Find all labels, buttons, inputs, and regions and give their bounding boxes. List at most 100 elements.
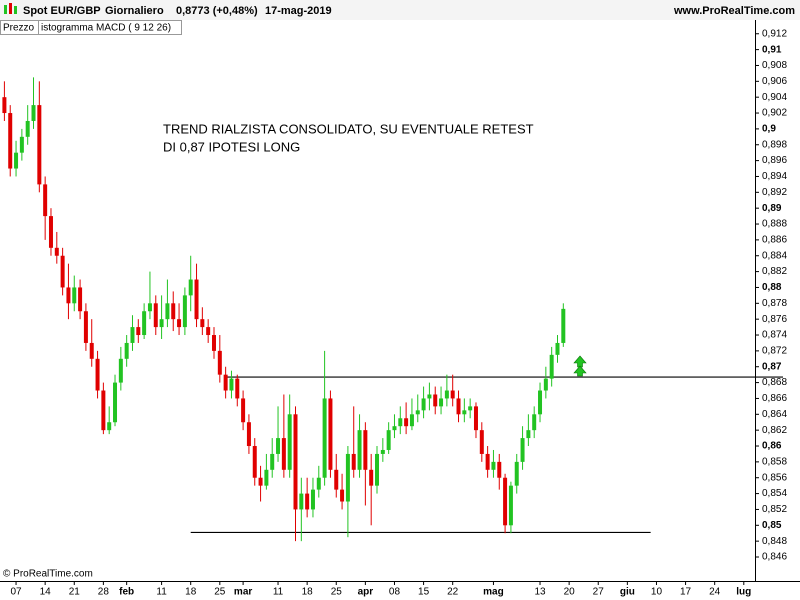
candle-body — [177, 319, 182, 328]
candle-body — [392, 426, 397, 431]
y-tick-label: 0,876 — [762, 314, 787, 325]
tab-label[interactable]: istogramma MACD ( 9 12 26) — [41, 23, 171, 34]
candle-body — [439, 398, 444, 407]
y-tick-label: 0,902 — [762, 108, 787, 119]
candle-body — [147, 303, 152, 312]
period: Giornaliero — [105, 5, 164, 17]
y-tick-label: 0,9 — [762, 124, 776, 135]
candle-body — [89, 342, 94, 359]
x-tick-label: 28 — [98, 587, 110, 598]
candle-body — [235, 378, 240, 399]
price: 0,8773 (+0,48%) — [176, 5, 258, 17]
candle-body — [450, 390, 455, 399]
candle-body — [520, 438, 525, 462]
y-tick-label: 0,892 — [762, 187, 787, 198]
candle-body — [473, 406, 478, 431]
x-tick-label: 21 — [69, 587, 81, 598]
y-tick-label: 0,912 — [762, 28, 787, 39]
candle-body — [316, 477, 321, 490]
candle-body — [497, 461, 502, 478]
x-tick-label: 11 — [156, 587, 167, 598]
y-tick-label: 0,88 — [762, 282, 782, 293]
candle-body — [543, 378, 548, 391]
candle-body — [444, 390, 449, 399]
candle-body — [281, 438, 286, 470]
candle-body — [409, 414, 414, 427]
y-tick-label: 0,86 — [762, 441, 782, 452]
y-tick-label: 0,882 — [762, 266, 787, 277]
candle-body — [19, 136, 24, 153]
candle-body — [479, 430, 484, 454]
candle-body — [48, 216, 53, 248]
candle-body — [142, 311, 147, 336]
x-tick-label: 07 — [10, 587, 22, 598]
candle-body — [276, 438, 281, 454]
candle-body — [188, 279, 193, 296]
y-tick-label: 0,89 — [762, 203, 782, 214]
y-tick-label: 0,888 — [762, 219, 787, 230]
x-tick-label: 18 — [185, 587, 197, 598]
candle-body — [363, 430, 368, 470]
candle-body — [258, 477, 263, 486]
y-tick-label: 0,87 — [762, 361, 782, 372]
candle-body — [217, 350, 222, 375]
candle-body — [398, 418, 403, 427]
candle-body — [305, 493, 310, 510]
candle-body — [113, 382, 118, 423]
y-tick-label: 0,846 — [762, 552, 787, 563]
symbol: Spot EUR/GBP — [23, 5, 101, 17]
candle-body — [107, 422, 112, 431]
arrow-icon — [573, 355, 587, 377]
y-tick-label: 0,908 — [762, 60, 787, 71]
candle-body — [538, 390, 543, 415]
candle-body — [118, 358, 123, 383]
y-tick-label: 0,872 — [762, 346, 787, 357]
candle-body — [43, 184, 48, 217]
y-tick-label: 0,896 — [762, 155, 787, 166]
candle-body — [2, 97, 7, 114]
candle-body — [526, 430, 531, 439]
candle-body — [72, 287, 77, 304]
candle-body — [375, 453, 380, 486]
x-tick-label: 13 — [534, 587, 546, 598]
candle-body — [351, 453, 356, 470]
date: 17-mag-2019 — [265, 5, 332, 17]
candle-body — [66, 287, 71, 304]
candle-body — [241, 398, 246, 423]
candle-body — [31, 105, 36, 121]
candle-body — [532, 414, 537, 431]
candle-body — [287, 414, 292, 470]
candle-body — [130, 327, 135, 343]
x-tick-label: 24 — [709, 587, 721, 598]
candle-body — [37, 105, 42, 185]
y-tick-label: 0,856 — [762, 472, 787, 483]
candle-body — [340, 489, 345, 502]
x-tick-label: 17 — [680, 587, 692, 598]
candle-body — [415, 410, 420, 415]
candle-body — [299, 493, 304, 510]
y-tick-label: 0,854 — [762, 488, 787, 499]
candle-body — [124, 342, 129, 359]
candle-body — [514, 461, 519, 486]
tab[interactable] — [38, 20, 182, 35]
annotation: TREND RIALZISTA CONSOLIDATO, SU EVENTUAL… — [163, 121, 534, 136]
annotation: DI 0,87 IPOTESI LONG — [163, 139, 300, 154]
candle-body — [78, 287, 83, 312]
candle-body — [386, 430, 391, 450]
x-tick-label: apr — [358, 587, 374, 598]
y-tick-label: 0,864 — [762, 409, 787, 420]
x-tick-label: mag — [483, 587, 504, 598]
candle-body — [223, 374, 228, 391]
candle-body — [101, 390, 106, 431]
candle-body — [252, 446, 257, 478]
candle-body — [555, 342, 560, 355]
candle-body — [310, 489, 315, 510]
candle-body — [380, 449, 385, 454]
tab-label[interactable]: Prezzo — [3, 23, 35, 34]
y-tick-label: 0,85 — [762, 520, 782, 531]
candle-body — [95, 358, 100, 391]
candle-body — [508, 485, 513, 526]
